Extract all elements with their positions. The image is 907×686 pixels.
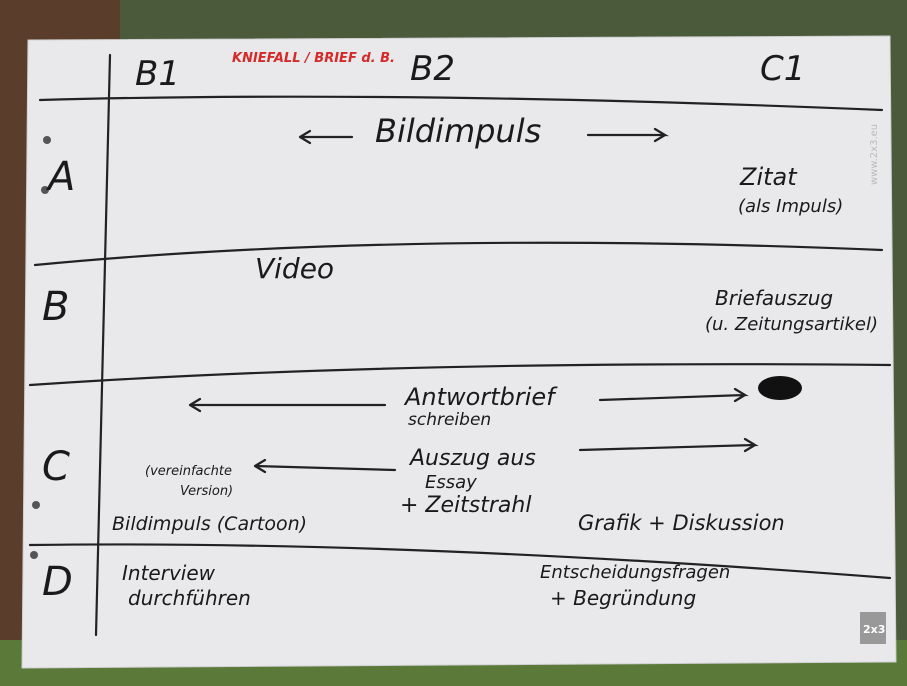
entry: + Zeitstrahl (400, 493, 531, 518)
entry: schreiben (408, 410, 491, 430)
note: KNIEFALL / BRIEF d. B. (232, 51, 395, 66)
entry: + Begründung (550, 586, 696, 610)
row-label: A (45, 154, 75, 200)
entry: Bildimpuls (Cartoon) (112, 513, 307, 535)
punch-hole (41, 186, 49, 194)
entry: Auszug aus (408, 446, 536, 471)
punch-hole (43, 136, 51, 144)
entry: Interview (122, 561, 216, 585)
punch-hole (32, 501, 40, 509)
entry: Version) (180, 484, 233, 499)
row-label: D (42, 559, 73, 605)
column-label: B2 (410, 49, 455, 89)
watermark-url: www.2x3.eu (869, 124, 880, 185)
column-label: C1 (760, 49, 805, 89)
entry: Bildimpuls (375, 112, 541, 150)
entry: durchführen (128, 586, 251, 610)
punch-hole (30, 551, 38, 559)
entry: Essay (425, 472, 477, 493)
entry: (vereinfachte (145, 464, 232, 479)
entry: Antwortbrief (403, 383, 558, 411)
logo: 2x3 (863, 623, 885, 636)
entry: Briefauszug (715, 286, 833, 310)
entry: Grafik + Diskussion (578, 511, 785, 535)
paper (21, 35, 897, 669)
grid-lines (28, 53, 892, 637)
column-label: B1 (135, 54, 180, 94)
entry: Entscheidungsfragen (540, 562, 730, 583)
row-label: B (42, 284, 69, 330)
entry: (als Impuls) (738, 196, 843, 217)
entry: Zitat (739, 163, 798, 191)
scribble (758, 376, 802, 400)
logo-box (860, 612, 886, 644)
entry: (u. Zeitungsartikel) (705, 314, 878, 335)
entry: Video (255, 252, 334, 285)
row-label: C (42, 444, 70, 490)
